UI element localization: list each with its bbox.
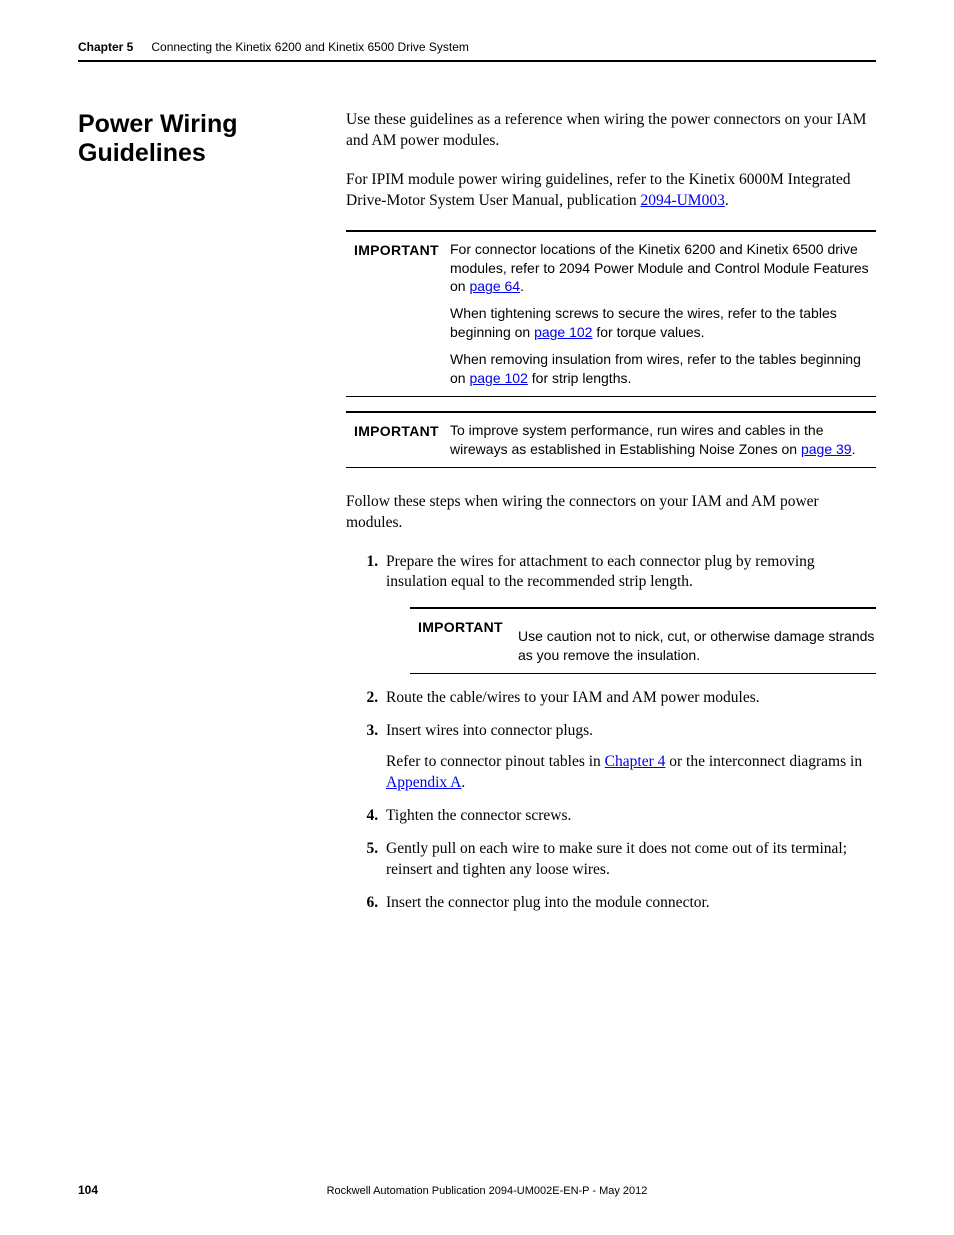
content-columns: Power Wiring Guidelines Use these guidel… <box>78 110 876 926</box>
page-link[interactable]: page 102 <box>534 324 592 340</box>
step-5: Gently pull on each wire to make sure it… <box>382 839 876 881</box>
chapter-link[interactable]: Chapter 4 <box>605 753 666 770</box>
footer-publication: Rockwell Automation Publication 2094-UM0… <box>98 1185 876 1197</box>
callout-row: For connector locations of the Kinetix 6… <box>450 240 876 297</box>
important-callout-1: IMPORTANT For connector locations of the… <box>346 230 876 397</box>
appendix-link[interactable]: Appendix A <box>386 774 461 791</box>
step-text: Gently pull on each wire to make sure it… <box>386 840 847 878</box>
callout-body: For connector locations of the Kinetix 6… <box>450 240 876 388</box>
text-span: . <box>520 278 524 294</box>
text-span: for torque values. <box>592 324 704 340</box>
callout-label: IMPORTANT <box>354 421 450 459</box>
page-number: 104 <box>78 1183 98 1197</box>
step-6: Insert the connector plug into the modul… <box>382 893 876 914</box>
page-footer: 104 Rockwell Automation Publication 2094… <box>78 1183 876 1197</box>
callout-label: IMPORTANT <box>354 240 450 388</box>
chapter-title: Connecting the Kinetix 6200 and Kinetix … <box>151 40 469 54</box>
important-callout-step1: IMPORTANT Use caution not to nick, cut, … <box>410 607 876 674</box>
page-container: Chapter 5 Connecting the Kinetix 6200 an… <box>0 0 954 1235</box>
step-subtext: Refer to connector pinout tables in Chap… <box>386 752 876 794</box>
intro-paragraph-2: For IPIM module power wiring guidelines,… <box>346 170 876 212</box>
step-text: Route the cable/wires to your IAM and AM… <box>386 689 760 706</box>
callout-row: When tightening screws to secure the wir… <box>450 304 876 342</box>
steps-list: Prepare the wires for attachment to each… <box>346 552 876 914</box>
chapter-label: Chapter 5 <box>78 40 133 54</box>
step-2: Route the cable/wires to your IAM and AM… <box>382 688 876 709</box>
section-heading: Power Wiring Guidelines <box>78 110 346 168</box>
left-column: Power Wiring Guidelines <box>78 110 346 926</box>
step-3: Insert wires into connector plugs. Refer… <box>382 721 876 794</box>
important-callout-2: IMPORTANT To improve system performance,… <box>346 411 876 468</box>
step-text: Prepare the wires for attachment to each… <box>386 553 815 591</box>
callout-row: Use caution not to nick, cut, or otherwi… <box>518 627 876 665</box>
callout-row: When removing insulation from wires, ref… <box>450 350 876 388</box>
text-span: . <box>852 441 856 457</box>
callout-body: To improve system performance, run wires… <box>450 421 876 459</box>
page-link[interactable]: page 64 <box>469 278 520 294</box>
callout-row: To improve system performance, run wires… <box>450 421 876 459</box>
step-text: Tighten the connector screws. <box>386 807 571 824</box>
step-text: Insert the connector plug into the modul… <box>386 894 710 911</box>
text-span: . <box>461 774 465 791</box>
text-span: Refer to connector pinout tables in <box>386 753 605 770</box>
right-column: Use these guidelines as a reference when… <box>346 110 876 926</box>
running-header: Chapter 5 Connecting the Kinetix 6200 an… <box>78 40 876 62</box>
steps-intro: Follow these steps when wiring the conne… <box>346 492 876 534</box>
callout-body: Use caution not to nick, cut, or otherwi… <box>518 617 876 665</box>
text-span: or the interconnect diagrams in <box>665 753 862 770</box>
text-span: For IPIM module power wiring guidelines,… <box>346 171 851 209</box>
publication-link[interactable]: 2094-UM003 <box>640 192 724 209</box>
step-1: Prepare the wires for attachment to each… <box>382 552 876 675</box>
step-4: Tighten the connector screws. <box>382 806 876 827</box>
step-text: Insert wires into connector plugs. <box>386 722 593 739</box>
page-link[interactable]: page 39 <box>801 441 852 457</box>
intro-paragraph-1: Use these guidelines as a reference when… <box>346 110 876 152</box>
text-span: for strip lengths. <box>528 370 632 386</box>
text-span: . <box>725 192 729 209</box>
page-link[interactable]: page 102 <box>469 370 527 386</box>
callout-label: IMPORTANT <box>418 617 518 665</box>
text-span: To improve system performance, run wires… <box>450 422 824 457</box>
